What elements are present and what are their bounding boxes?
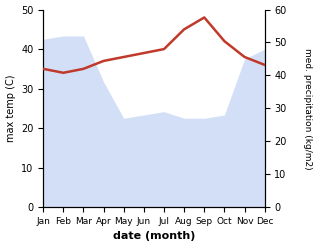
Y-axis label: max temp (C): max temp (C) <box>5 75 16 142</box>
Y-axis label: med. precipitation (kg/m2): med. precipitation (kg/m2) <box>303 48 313 169</box>
X-axis label: date (month): date (month) <box>113 231 195 242</box>
